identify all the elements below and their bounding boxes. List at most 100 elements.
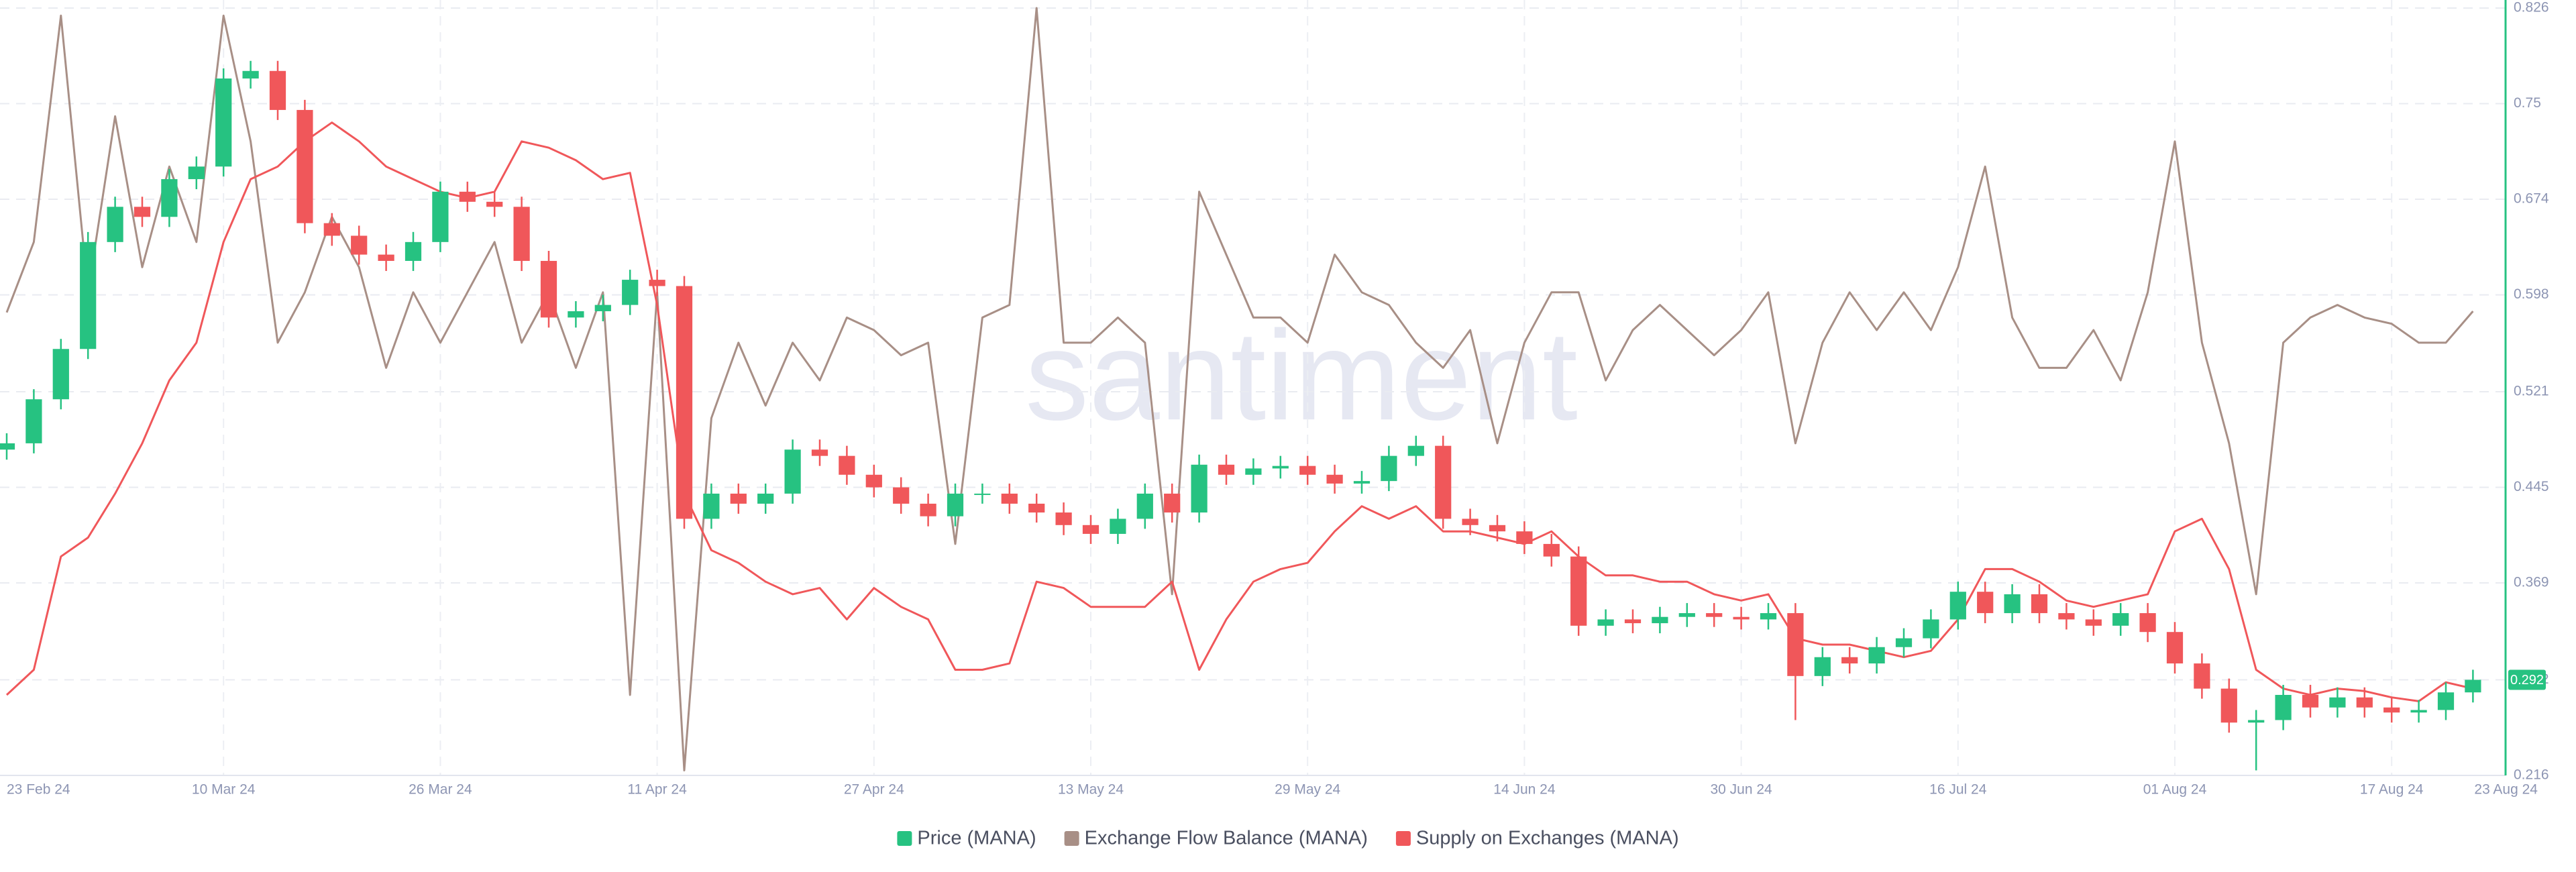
candle-body <box>269 70 286 110</box>
candle-body <box>1923 619 1939 639</box>
candle-body <box>1082 525 1099 534</box>
candle-body <box>1489 525 1506 532</box>
y-tick-label: 0.521 <box>2514 384 2549 399</box>
candle-body <box>1841 657 1858 664</box>
candle-body <box>2302 694 2319 708</box>
candle-body <box>757 493 774 504</box>
candle-body <box>1245 468 1262 475</box>
candle-body <box>1353 481 1371 484</box>
candle-body <box>107 207 123 242</box>
candle-body <box>188 166 205 180</box>
legend-swatch <box>897 831 912 846</box>
candle-body <box>2356 697 2373 708</box>
candle-body <box>1218 464 1235 475</box>
candle-body <box>1462 519 1479 525</box>
candle-body <box>2166 632 2184 664</box>
candle-body <box>730 493 747 504</box>
candle-body <box>2194 663 2210 689</box>
candle-body <box>323 223 340 236</box>
candle-body <box>893 487 910 504</box>
candle-body <box>1624 619 1642 624</box>
candle-body <box>540 260 557 318</box>
x-tick-label: 30 Jun 24 <box>1710 782 1772 798</box>
candle-body <box>1977 592 1994 614</box>
y-tick-label: 0.216 <box>2514 767 2549 783</box>
candle-body <box>25 399 42 443</box>
x-tick-label: 26 Mar 24 <box>409 782 472 798</box>
candle-body <box>1326 474 1343 484</box>
candle-body <box>1164 493 1181 513</box>
candle-body <box>649 280 665 286</box>
candle-body <box>594 305 611 311</box>
price-label-box <box>2508 669 2546 690</box>
x-tick-label: 23 Feb 24 <box>7 782 70 798</box>
candle-body <box>2275 694 2292 720</box>
candle-body <box>1299 466 1316 475</box>
x-tick-label: 27 Apr 24 <box>844 782 904 798</box>
legend-swatch <box>1395 831 1411 846</box>
x-tick-label: 29 May 24 <box>1275 782 1340 798</box>
y-tick-label: 0.826 <box>2514 0 2549 15</box>
candle-body <box>242 70 259 79</box>
series-line <box>5 7 2474 771</box>
x-tick-label: 10 Mar 24 <box>192 782 256 798</box>
y-tick-label: 0.598 <box>2514 286 2549 302</box>
candle-body <box>1136 493 1153 519</box>
candle-body <box>1868 647 1885 664</box>
candle-body <box>622 280 639 305</box>
candle-body <box>2004 594 2021 614</box>
candle-body <box>1272 466 1289 469</box>
candle-body <box>1028 503 1045 513</box>
candle-body <box>0 443 15 450</box>
legend-label: Supply on Exchanges (MANA) <box>1416 828 1679 849</box>
candle-body <box>52 349 69 400</box>
candle-body <box>1678 613 1695 617</box>
x-tick-label: 14 Jun 24 <box>1493 782 1556 798</box>
candle-body <box>1516 531 1533 544</box>
candle-body <box>513 207 530 261</box>
candle-body <box>432 191 449 242</box>
candle-body <box>1787 613 1804 676</box>
candle-body <box>486 201 503 207</box>
candle-body <box>2248 720 2265 723</box>
candle-body <box>784 449 801 494</box>
x-tick-label: 17 Aug 24 <box>2360 782 2424 798</box>
candle-body <box>1760 613 1777 620</box>
candle-body <box>378 254 394 261</box>
y-tick-label: 0.75 <box>2514 95 2541 111</box>
y-tick-label: 0.445 <box>2514 479 2549 494</box>
candle-body <box>839 455 855 475</box>
candle-body <box>351 235 368 255</box>
y-tick-label: 0.674 <box>2514 191 2549 207</box>
candle-body <box>920 503 936 516</box>
x-tick-label: 01 Aug 24 <box>2143 782 2207 798</box>
candle-body <box>80 241 97 349</box>
legend-label: Price (MANA) <box>917 828 1036 849</box>
x-tick-label: 13 May 24 <box>1058 782 1124 798</box>
candle-body <box>2465 679 2481 693</box>
candle-body <box>2410 710 2427 713</box>
watermark: santiment <box>1025 305 1578 447</box>
candle-body <box>459 191 476 202</box>
candle-body <box>405 241 422 261</box>
legend-swatch <box>1064 831 1079 846</box>
candle-body <box>2383 707 2400 713</box>
candle-body <box>703 493 720 519</box>
candle-body <box>133 207 151 217</box>
x-tick-label: 11 Apr 24 <box>627 782 687 798</box>
candle-body <box>1001 493 1018 504</box>
candle-body <box>2139 613 2156 633</box>
candle-body <box>1191 464 1208 513</box>
price-label: 0.292 <box>2510 673 2544 688</box>
candle-body <box>1597 619 1614 626</box>
candle-body <box>947 493 964 516</box>
candle-body <box>1652 616 1668 624</box>
candle-body <box>2058 613 2075 620</box>
candle-body <box>215 78 232 167</box>
y-tick-label: 0.369 <box>2514 575 2549 590</box>
candle-body <box>1949 592 1966 620</box>
x-tick-label: 23 Aug 24 <box>2474 782 2538 798</box>
candle-body <box>1055 512 1072 525</box>
